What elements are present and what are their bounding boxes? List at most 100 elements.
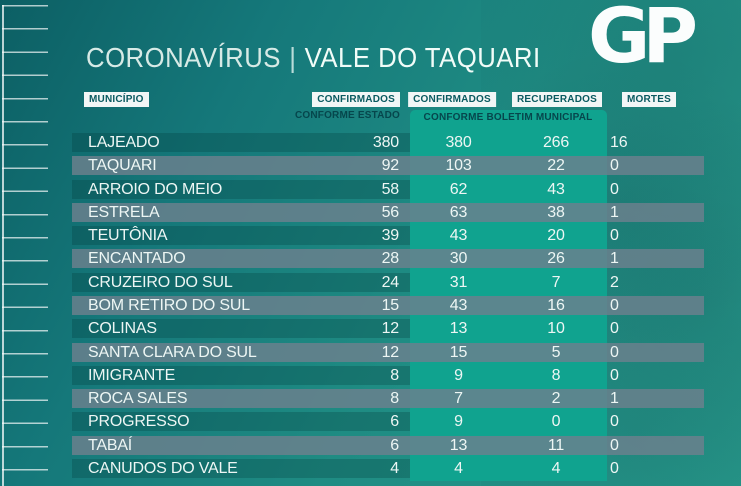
- table-row: TABAÍ 6 13 11 0: [72, 435, 704, 455]
- confirmed-municipal-value: 62: [449, 180, 468, 198]
- gp-logo: GP: [588, 0, 698, 80]
- page-title: CORONAVÍRUS | VALE DO TAQUARI: [86, 40, 541, 76]
- confirmed-state-value: 39: [381, 227, 400, 245]
- confirmed-municipal-value: 30: [449, 250, 468, 268]
- confirmed-state-value: 12: [381, 320, 400, 338]
- left-ruler-decoration: [2, 5, 48, 486]
- confirmed-municipal-value: 9: [454, 413, 463, 431]
- confirmed-municipal-value: 103: [445, 157, 472, 175]
- deaths-value: 0: [610, 459, 619, 477]
- municipality-name: ROCA SALES: [88, 390, 188, 408]
- municipality-name: TEUTÔNIA: [88, 227, 168, 245]
- confirmed-state-value: 380: [372, 134, 399, 151]
- deaths-value: 1: [610, 250, 619, 268]
- recovered-value: 8: [551, 366, 561, 384]
- table-row: LAJEADO 380 380 266 16: [72, 133, 704, 152]
- municipality-name: TABAÍ: [88, 436, 133, 454]
- confirmed-municipal-value: 43: [449, 296, 468, 314]
- deaths-value: 0: [610, 413, 619, 431]
- deaths-value: 2: [610, 273, 619, 291]
- recovered-value: 20: [547, 227, 565, 245]
- confirmed-state-value: 4: [390, 459, 399, 477]
- title-region: VALE DO TAQUARI: [304, 42, 541, 73]
- recovered-value: 7: [551, 273, 561, 291]
- col-header-recuperados: RECUPERADOS: [512, 92, 602, 107]
- confirmed-municipal-value: 13: [449, 436, 468, 454]
- municipality-name: ENCANTADO: [88, 250, 186, 268]
- recovered-value: 22: [547, 157, 565, 175]
- municipality-name: CANUDOS DO VALE: [88, 459, 238, 477]
- table-row: TAQUARI 92 103 22 0: [72, 156, 704, 176]
- confirmed-state-value: 15: [381, 296, 400, 314]
- municipality-name: COLINAS: [88, 320, 157, 338]
- confirmed-state-value: 8: [390, 366, 399, 384]
- title-topic: CORONAVÍRUS: [86, 42, 281, 73]
- col-subheader-boletim-municipal: CONFORME BOLETIM MUNICIPAL: [423, 112, 593, 123]
- col-header-confirmados-estado: CONFIRMADOS: [312, 92, 400, 107]
- municipality-name: ARROIO DO MEIO: [88, 180, 223, 198]
- recovered-value: 2: [551, 390, 561, 408]
- municipality-name: BOM RETIRO DO SUL: [88, 296, 250, 314]
- recovered-value: 43: [547, 180, 565, 198]
- recovered-value: 5: [551, 343, 561, 361]
- deaths-value: 0: [610, 157, 619, 175]
- confirmed-state-value: 12: [381, 343, 400, 361]
- table-row: PROGRESSO 6 9 0 0: [72, 412, 704, 432]
- table-row: ROCA SALES 8 7 2 1: [72, 389, 704, 409]
- recovered-value: 0: [551, 413, 561, 431]
- confirmed-municipal-value: 13: [449, 320, 468, 338]
- confirmed-municipal-value: 43: [449, 227, 468, 245]
- confirmed-state-value: 6: [390, 413, 399, 431]
- table-row: CANUDOS DO VALE 4 4 4 0: [72, 458, 704, 478]
- confirmed-municipal-value: 31: [449, 273, 468, 291]
- deaths-value: 0: [610, 296, 619, 314]
- confirmed-state-value: 58: [381, 180, 400, 198]
- deaths-value: 0: [610, 343, 619, 361]
- recovered-value: 266: [542, 134, 570, 151]
- table-row: CRUZEIRO DO SUL 24 31 7 2: [72, 272, 704, 292]
- col-header-mortes: MORTES: [622, 92, 676, 107]
- municipality-name: LAJEADO: [88, 134, 160, 151]
- deaths-value: 0: [610, 320, 619, 338]
- deaths-value: 1: [610, 390, 619, 408]
- deaths-value: 0: [610, 180, 619, 198]
- recovered-value: 16: [547, 296, 565, 314]
- confirmed-municipal-value: 63: [449, 203, 468, 221]
- deaths-value: 1: [610, 203, 619, 221]
- table-row: ESTRELA 56 63 38 1: [72, 202, 704, 222]
- table-row: ENCANTADO 28 30 26 1: [72, 249, 704, 269]
- deaths-value: 0: [610, 227, 619, 245]
- recovered-value: 38: [547, 203, 565, 221]
- confirmed-municipal-value: 4: [454, 459, 463, 477]
- confirmed-municipal-value: 7: [454, 390, 463, 408]
- table-row: TEUTÔNIA 39 43 20 0: [72, 226, 704, 246]
- confirmed-state-value: 6: [390, 436, 399, 454]
- table-row: BOM RETIRO DO SUL 15 43 16 0: [72, 295, 704, 315]
- municipality-name: PROGRESSO: [88, 413, 190, 431]
- table-row: IMIGRANTE 8 9 8 0: [72, 365, 704, 385]
- confirmed-state-value: 92: [381, 157, 400, 175]
- municipality-name: CRUZEIRO DO SUL: [88, 273, 233, 291]
- confirmed-state-value: 28: [381, 250, 400, 268]
- table-row: ARROIO DO MEIO 58 62 43 0: [72, 179, 704, 199]
- confirmed-state-value: 56: [381, 203, 400, 221]
- table-row: COLINAS 12 13 10 0: [72, 319, 704, 339]
- deaths-value: 0: [610, 366, 619, 384]
- municipality-name: SANTA CLARA DO SUL: [88, 343, 257, 361]
- municipality-name: IMIGRANTE: [88, 366, 176, 384]
- confirmed-municipal-value: 15: [449, 343, 468, 361]
- recovered-value: 10: [547, 320, 565, 338]
- confirmed-municipal-value: 9: [454, 366, 463, 384]
- recovered-value: 11: [547, 436, 565, 454]
- col-header-confirmados-municipal: CONFIRMADOS: [408, 92, 496, 107]
- title-separator: |: [289, 42, 297, 73]
- municipality-name: TAQUARI: [88, 157, 157, 175]
- recovered-value: 4: [551, 459, 561, 477]
- confirmed-state-value: 24: [381, 273, 400, 291]
- municipality-name: ESTRELA: [88, 203, 160, 221]
- table-row: SANTA CLARA DO SUL 12 15 5 0: [72, 342, 704, 362]
- confirmed-state-value: 8: [390, 390, 399, 408]
- confirmed-municipal-value: 380: [445, 134, 472, 151]
- col-header-municipio: MUNICÍPIO: [84, 92, 149, 107]
